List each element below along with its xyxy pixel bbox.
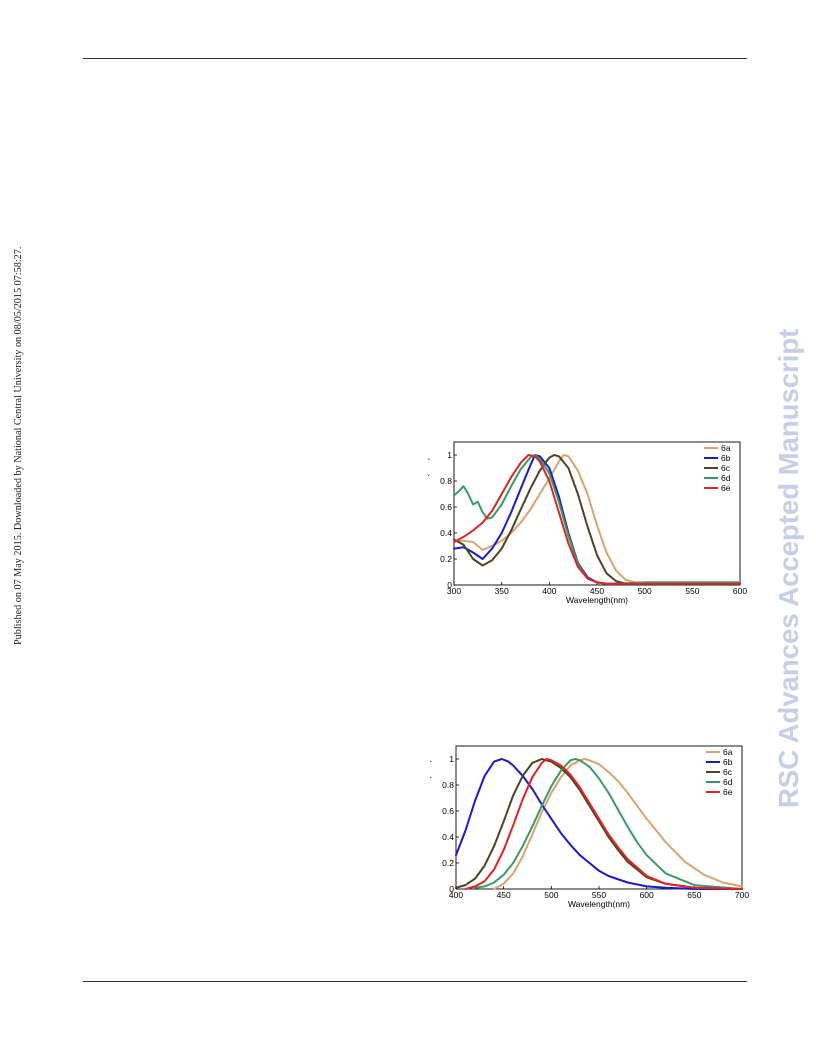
- legend-label-6d: 6d: [723, 777, 733, 787]
- y-tick-label: 0.8: [440, 476, 452, 486]
- y-tick-label: 0: [449, 884, 454, 894]
- series-line-6a: [493, 758, 743, 890]
- legend-label-6b: 6b: [723, 757, 733, 767]
- x-tick-label: 450: [497, 890, 511, 900]
- header-rule: [83, 58, 747, 59]
- legend-label-6c: 6c: [723, 767, 733, 777]
- y-axis-label: Normalized Emission Int. (a.u.): [430, 759, 432, 875]
- x-tick-label: 600: [733, 586, 747, 596]
- x-tick-label: 550: [592, 890, 606, 900]
- x-tick-label: 300: [447, 586, 461, 596]
- footer-rule: [83, 981, 747, 982]
- y-tick-label: 0.2: [442, 858, 454, 868]
- emission-chart: 400 450 500 550 600 650 700 0 0.2 0.4 0.6 0.8 1 Wavel…: [422, 745, 749, 909]
- x-axis-label: Wavelength(nm): [566, 595, 628, 605]
- x-tick-label: 500: [638, 586, 652, 596]
- x-tick-label: 700: [735, 890, 749, 900]
- x-tick-label: 400: [542, 586, 556, 596]
- y-tick-label: 0: [447, 580, 452, 590]
- plot-frame: [453, 441, 741, 586]
- x-tick-label: 600: [640, 890, 654, 900]
- x-tick-label: 350: [495, 586, 509, 596]
- legend-label-6a: 6a: [721, 443, 731, 453]
- legend-label-6a: 6a: [723, 747, 733, 757]
- y-tick-label: 0.6: [442, 806, 454, 816]
- y-tick-label: 0.4: [442, 832, 454, 842]
- series-line-6b: [455, 758, 743, 890]
- emission-figure: 400 450 500 550 600 650 700 0 0.2 0.4 0.6 0.8 1 Wavel…: [422, 740, 752, 914]
- x-tick-label: 400: [449, 890, 463, 900]
- y-tick-label: 1: [449, 754, 454, 764]
- y-tick-label: 1: [447, 450, 452, 460]
- journal-watermark: RSC Advances Accepted Manuscript: [773, 328, 804, 808]
- legend-label-6c: 6c: [721, 463, 731, 473]
- series-line-6e: [464, 758, 743, 890]
- absorbance-figure: 300 350 400 450 500 550 600 0 0.2 0.4 0.6 0.8 1 Wavel…: [420, 436, 750, 610]
- y-tick-label: 0.8: [442, 780, 454, 790]
- legend-label-6e: 6e: [721, 483, 731, 493]
- y-tick-label: 0.6: [440, 502, 452, 512]
- y-tick-label: 0.4: [440, 528, 452, 538]
- absorbance-chart: 300 350 400 450 500 550 600 0 0.2 0.4 0.6 0.8 1 Wavel…: [420, 441, 747, 605]
- series-line-6e: [453, 454, 741, 585]
- legend-label-6e: 6e: [723, 787, 733, 797]
- x-tick-label: 450: [590, 586, 604, 596]
- x-axis-label: Wavelength(nm): [568, 899, 630, 909]
- x-tick-label: 500: [544, 890, 558, 900]
- download-notice: Published on 07 May 2015. Downloaded by …: [13, 246, 24, 645]
- legend-label-6d: 6d: [721, 473, 731, 483]
- legend-label-6b: 6b: [721, 453, 731, 463]
- series-line-6c: [455, 758, 743, 890]
- x-tick-label: 550: [685, 586, 699, 596]
- series-line-6d: [474, 758, 743, 890]
- y-axis-label: Normalized Absorbance (a.u.): [428, 457, 430, 570]
- x-tick-label: 650: [687, 890, 701, 900]
- series-line-6c: [453, 454, 741, 585]
- y-tick-label: 0.2: [440, 554, 452, 564]
